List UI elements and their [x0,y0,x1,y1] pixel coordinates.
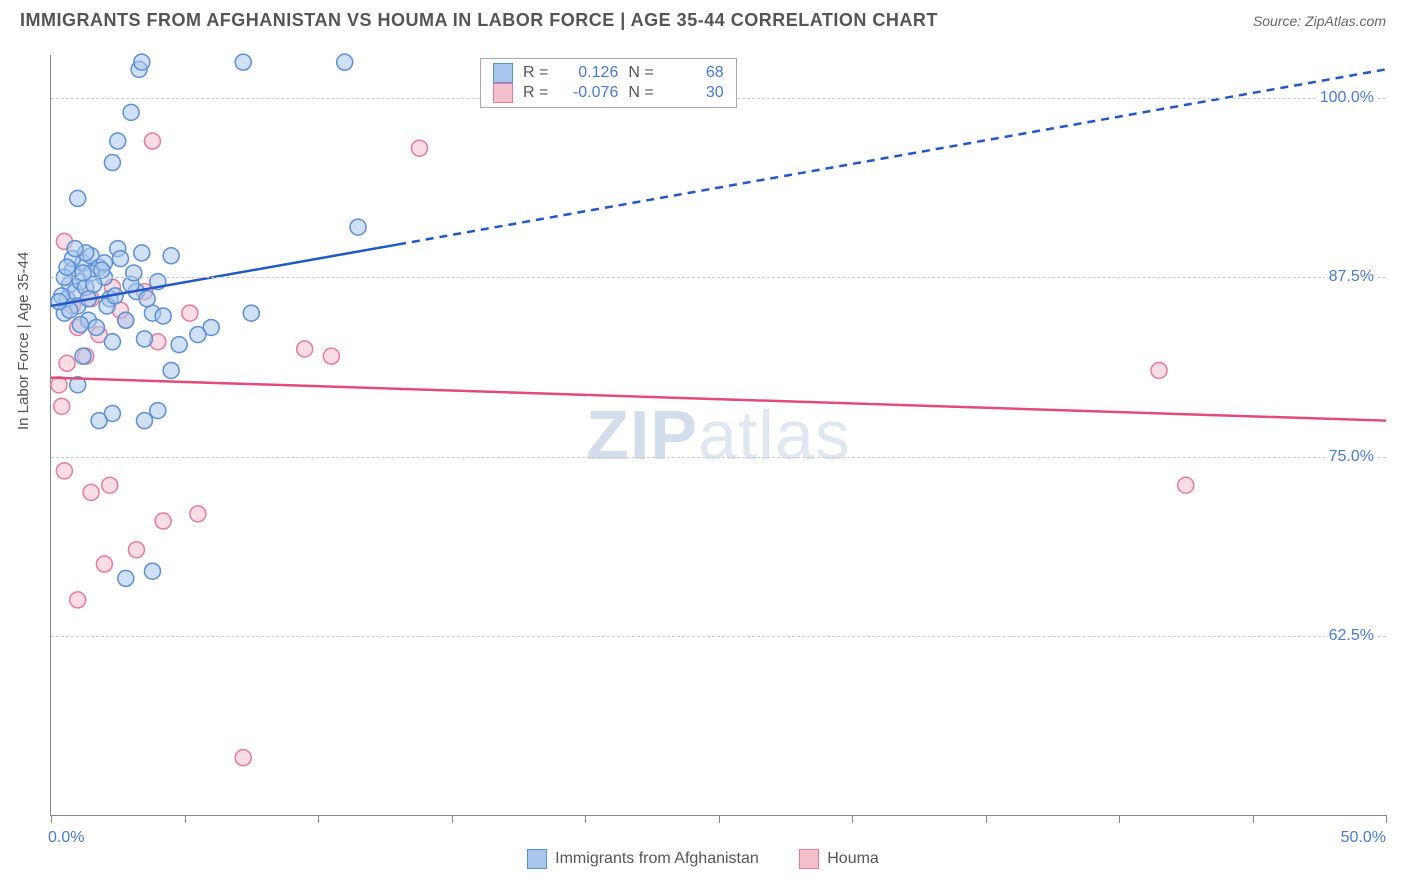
r-label: R = [523,64,548,82]
n-label: N = [628,64,653,82]
chart-svg [51,55,1386,815]
x-label-min: 0.0% [48,829,84,847]
r-value-b: -0.076 [558,84,618,102]
y-gridline-label: 100.0% [1316,89,1378,107]
swatch-a-icon [527,849,547,869]
series-legend: Immigrants from Afghanistan Houma [0,849,1406,874]
swatch-b [493,83,513,103]
y-axis-title: In Labor Force | Age 35-44 [15,252,32,430]
chart-title: IMMIGRANTS FROM AFGHANISTAN VS HOUMA IN … [20,10,938,31]
n-label: N = [628,84,653,102]
y-gridline-label: 75.0% [1325,448,1378,466]
y-gridline-label: 87.5% [1325,268,1378,286]
legend-item-a: Immigrants from Afghanistan [527,849,759,869]
r-label: R = [523,84,548,102]
legend-label-b: Houma [827,850,879,868]
source-attribution: Source: ZipAtlas.com [1253,13,1386,29]
legend-row-a: R = 0.126 N = 68 [493,63,724,83]
correlation-legend: R = 0.126 N = 68 R = -0.076 N = 30 [480,58,737,108]
legend-row-b: R = -0.076 N = 30 [493,83,724,103]
y-gridline-label: 62.5% [1325,627,1378,645]
swatch-a [493,63,513,83]
x-label-max: 50.0% [1341,829,1386,847]
legend-item-b: Houma [799,849,879,869]
legend-label-a: Immigrants from Afghanistan [555,850,759,868]
r-value-a: 0.126 [558,64,618,82]
n-value-b: 30 [664,84,724,102]
swatch-b-icon [799,849,819,869]
n-value-a: 68 [664,64,724,82]
plot-area: ZIPatlas 62.5%75.0%87.5%100.0% [50,55,1386,816]
